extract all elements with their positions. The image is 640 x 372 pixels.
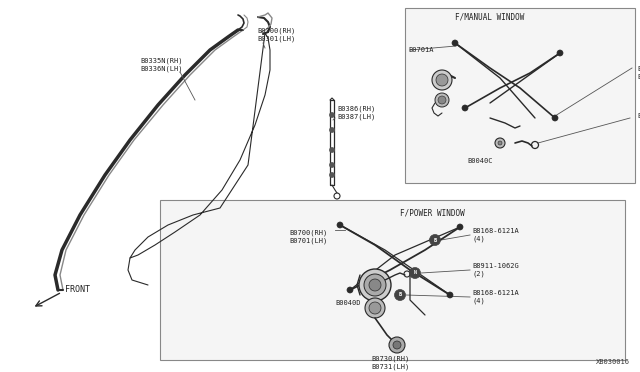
Circle shape (330, 173, 335, 177)
Text: B0730(RH)
B0731(LH): B0730(RH) B0731(LH) (371, 355, 409, 369)
Text: B0300(RH)
B0301(LH): B0300(RH) B0301(LH) (257, 28, 295, 42)
Circle shape (552, 115, 558, 121)
Circle shape (330, 128, 335, 132)
Text: B0335N(RH)
B0336N(LH): B0335N(RH) B0336N(LH) (140, 57, 182, 71)
Circle shape (498, 141, 502, 145)
Text: B0700(RH)
B0701(LH): B0700(RH) B0701(LH) (290, 230, 328, 244)
Text: B8911-1062G
(2): B8911-1062G (2) (472, 263, 519, 277)
Text: B0701A: B0701A (408, 47, 433, 53)
Circle shape (330, 112, 335, 118)
Circle shape (364, 274, 386, 296)
Circle shape (330, 148, 335, 153)
Text: B8168-6121A
(4): B8168-6121A (4) (472, 228, 519, 242)
Circle shape (429, 234, 440, 246)
Circle shape (337, 222, 343, 228)
Text: F/POWER WINDOW: F/POWER WINDOW (400, 208, 465, 217)
Circle shape (389, 337, 405, 353)
Bar (160, 200, 625, 360)
Circle shape (438, 96, 446, 104)
Circle shape (452, 40, 458, 46)
Text: XB030016: XB030016 (596, 359, 630, 365)
Circle shape (557, 50, 563, 56)
Bar (405, 8, 635, 183)
Text: N: N (413, 270, 417, 276)
Circle shape (369, 302, 381, 314)
Circle shape (365, 298, 385, 318)
Text: FRONT: FRONT (65, 285, 90, 294)
Text: B0700(RH)
B0701(LH): B0700(RH) B0701(LH) (637, 66, 640, 80)
Text: B0386(RH)
B0387(LH): B0386(RH) B0387(LH) (337, 105, 375, 119)
Text: B: B (399, 292, 401, 298)
Circle shape (447, 292, 453, 298)
Text: B0040C: B0040C (467, 158, 493, 164)
Circle shape (462, 105, 468, 111)
Text: B0040D: B0040D (335, 300, 360, 306)
Circle shape (410, 267, 420, 279)
Text: B: B (433, 237, 436, 243)
Circle shape (347, 287, 353, 293)
Text: B0760: B0760 (637, 113, 640, 119)
Circle shape (435, 93, 449, 107)
Circle shape (432, 70, 452, 90)
Circle shape (359, 269, 391, 301)
Circle shape (495, 138, 505, 148)
Text: B8168-6121A
(4): B8168-6121A (4) (472, 290, 519, 304)
Circle shape (393, 341, 401, 349)
Circle shape (330, 163, 335, 167)
Circle shape (457, 224, 463, 230)
Circle shape (369, 279, 381, 291)
Circle shape (436, 74, 448, 86)
Circle shape (394, 289, 406, 301)
Text: F/MANUAL WINDOW: F/MANUAL WINDOW (455, 13, 524, 22)
